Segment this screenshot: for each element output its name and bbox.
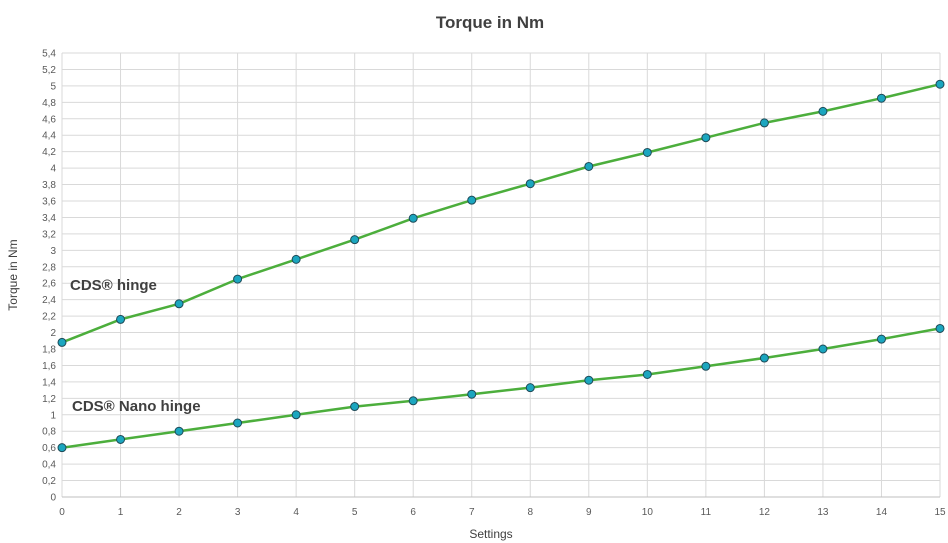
series-0-point bbox=[935, 79, 945, 89]
series-1-point bbox=[935, 323, 945, 333]
series-1-point bbox=[525, 383, 535, 393]
y-tick-label: 2,6 bbox=[42, 279, 56, 290]
series-line-0 bbox=[61, 82, 941, 344]
x-tick-label: 10 bbox=[642, 507, 654, 518]
series-1-point bbox=[57, 443, 67, 453]
series-0-point bbox=[233, 274, 243, 284]
y-tick-label: 5,2 bbox=[42, 65, 56, 76]
series-1-point bbox=[467, 389, 477, 399]
series-0-point bbox=[525, 179, 535, 189]
y-tick-label: 1 bbox=[50, 410, 56, 421]
series-0-point bbox=[291, 254, 301, 264]
series-1-point bbox=[642, 369, 652, 379]
series-1-point bbox=[350, 402, 360, 412]
y-tick-label: 0,2 bbox=[42, 476, 56, 487]
y-tick-label: 3,8 bbox=[42, 180, 56, 191]
series-1-point bbox=[584, 375, 594, 385]
x-tick-label: 8 bbox=[527, 507, 533, 518]
y-tick-label: 0 bbox=[50, 493, 56, 504]
series-0-point bbox=[408, 213, 418, 223]
series-1-point bbox=[233, 418, 243, 428]
y-tick-label: 4,4 bbox=[42, 131, 56, 142]
y-tick-label: 1,6 bbox=[42, 361, 56, 372]
series-0-point bbox=[642, 147, 652, 157]
gridlines bbox=[61, 52, 941, 497]
y-tick-label: 0,8 bbox=[42, 427, 56, 438]
x-tick-label: 0 bbox=[59, 507, 65, 518]
y-tick-label: 4,8 bbox=[42, 98, 56, 109]
series-0-point bbox=[759, 118, 769, 128]
y-tick-label: 0,4 bbox=[42, 460, 56, 471]
series-0-point bbox=[174, 299, 184, 309]
y-tick-label: 3,4 bbox=[42, 213, 56, 224]
y-tick-label: 5,4 bbox=[42, 49, 56, 60]
y-tick-label: 4,6 bbox=[42, 114, 56, 125]
x-tick-label: 9 bbox=[586, 507, 592, 518]
series-0-point bbox=[876, 93, 886, 103]
y-tick-label: 2,4 bbox=[42, 295, 56, 306]
x-tick-label: 15 bbox=[934, 507, 946, 518]
series-label-cds-nano-hinge: CDS® Nano hinge bbox=[72, 398, 201, 415]
y-axis-label: Torque in Nm bbox=[6, 239, 20, 310]
series-lines bbox=[61, 82, 941, 449]
y-tick-label: 2 bbox=[50, 328, 56, 339]
series-0-point bbox=[818, 106, 828, 116]
y-tick-label: 4 bbox=[50, 164, 56, 175]
y-tick-label: 2,2 bbox=[42, 312, 56, 323]
chart-title: Torque in Nm bbox=[436, 13, 544, 32]
y-tick-label: 1,4 bbox=[42, 377, 56, 388]
y-tick-label: 3 bbox=[50, 246, 56, 257]
x-axis-ticks: 0 1 2 3 4 5 6 7 8 9 10 11 12 13 14 15 bbox=[59, 507, 946, 518]
series-1-point bbox=[876, 334, 886, 344]
x-tick-label: 1 bbox=[118, 507, 124, 518]
series-0-point bbox=[57, 337, 67, 347]
series-0-point bbox=[467, 195, 477, 205]
x-tick-label: 4 bbox=[293, 507, 299, 518]
x-axis-label: Settings bbox=[469, 527, 512, 541]
series-1-point bbox=[818, 344, 828, 354]
series-1-point bbox=[408, 396, 418, 406]
y-tick-label: 5 bbox=[50, 81, 56, 92]
series-1-point bbox=[174, 426, 184, 436]
y-tick-label: 2,8 bbox=[42, 262, 56, 273]
x-tick-label: 11 bbox=[701, 507, 712, 518]
series-0-point bbox=[584, 161, 594, 171]
y-tick-label: 0,6 bbox=[42, 443, 56, 454]
series-line-1 bbox=[61, 327, 941, 449]
y-tick-label: 3,6 bbox=[42, 197, 56, 208]
x-tick-label: 6 bbox=[410, 507, 416, 518]
y-axis-ticks: 0 0,2 0,4 0,6 0,8 1 1,2 1,4 1,6 1,8 2 2,2 2,4 2,6 2,8 3… bbox=[42, 49, 56, 504]
series-1-point bbox=[759, 353, 769, 363]
y-tick-label: 1,2 bbox=[42, 394, 56, 405]
series-1-point bbox=[291, 410, 301, 420]
x-tick-label: 13 bbox=[817, 507, 829, 518]
x-tick-label: 12 bbox=[759, 507, 771, 518]
x-tick-label: 2 bbox=[176, 507, 182, 518]
y-tick-label: 4,2 bbox=[42, 147, 56, 158]
x-tick-label: 7 bbox=[469, 507, 475, 518]
series-1-point bbox=[701, 361, 711, 371]
series-0-point bbox=[116, 314, 126, 324]
y-tick-label: 3,2 bbox=[42, 229, 56, 240]
series-0-point bbox=[350, 235, 360, 245]
x-tick-label: 3 bbox=[235, 507, 241, 518]
series-0-point bbox=[701, 133, 711, 143]
x-tick-label: 5 bbox=[352, 507, 358, 518]
x-tick-label: 14 bbox=[876, 507, 888, 518]
series-markers bbox=[57, 79, 945, 453]
series-1-point bbox=[116, 434, 126, 444]
y-tick-label: 1,8 bbox=[42, 345, 56, 356]
series-label-cds-hinge: CDS® hinge bbox=[70, 277, 157, 294]
